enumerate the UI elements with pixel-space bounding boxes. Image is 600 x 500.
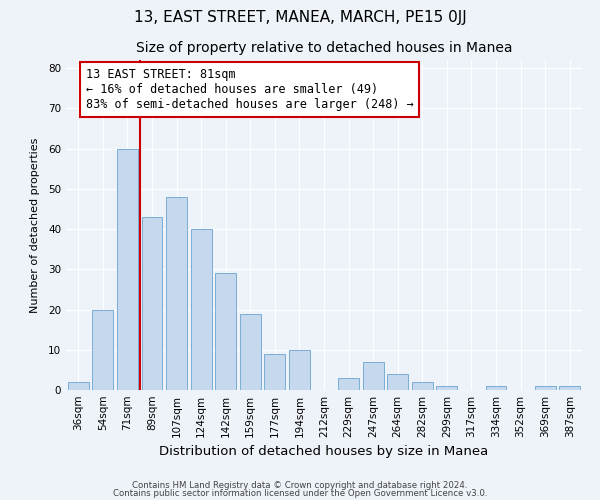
Bar — [265, 354, 286, 390]
Text: 13, EAST STREET, MANEA, MARCH, PE15 0JJ: 13, EAST STREET, MANEA, MARCH, PE15 0JJ — [134, 10, 466, 25]
Y-axis label: Number of detached properties: Number of detached properties — [29, 138, 40, 312]
Bar — [289, 350, 310, 390]
Bar — [362, 362, 383, 390]
Text: 13 EAST STREET: 81sqm
← 16% of detached houses are smaller (49)
83% of semi-deta: 13 EAST STREET: 81sqm ← 16% of detached … — [86, 68, 413, 111]
Bar — [142, 217, 163, 390]
Text: Contains HM Land Registry data © Crown copyright and database right 2024.: Contains HM Land Registry data © Crown c… — [132, 481, 468, 490]
Bar — [436, 386, 457, 390]
Bar — [240, 314, 261, 390]
Bar — [92, 310, 113, 390]
Text: Contains public sector information licensed under the Open Government Licence v3: Contains public sector information licen… — [113, 488, 487, 498]
Bar — [215, 274, 236, 390]
Bar — [412, 382, 433, 390]
Bar — [387, 374, 408, 390]
Bar — [166, 197, 187, 390]
Bar — [191, 229, 212, 390]
Title: Size of property relative to detached houses in Manea: Size of property relative to detached ho… — [136, 40, 512, 54]
Bar — [338, 378, 359, 390]
Bar — [117, 148, 138, 390]
X-axis label: Distribution of detached houses by size in Manea: Distribution of detached houses by size … — [160, 446, 488, 458]
Bar — [535, 386, 556, 390]
Bar — [559, 386, 580, 390]
Bar — [485, 386, 506, 390]
Bar — [68, 382, 89, 390]
